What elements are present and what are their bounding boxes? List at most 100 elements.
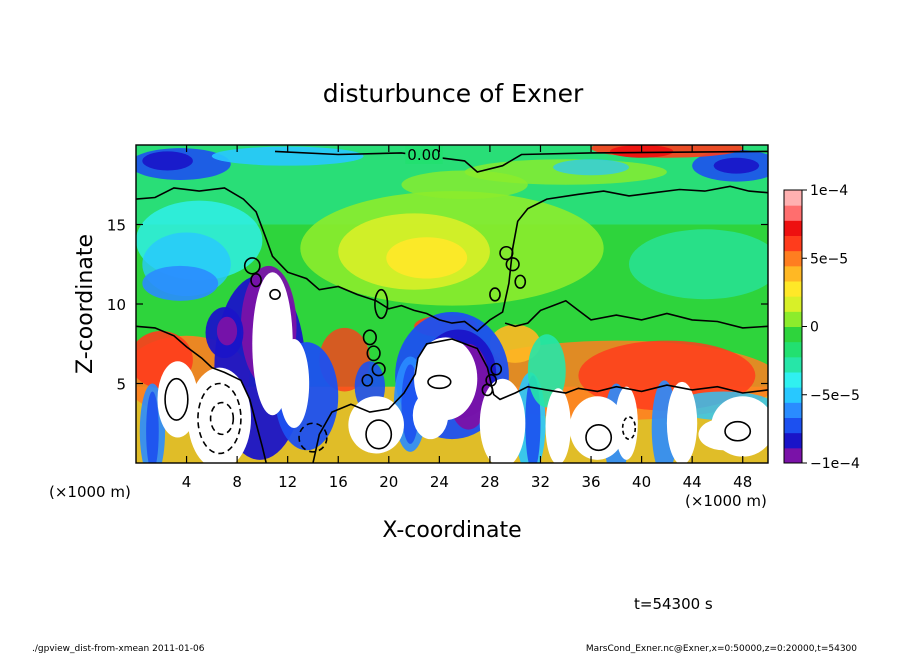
x-tick-label: 16 — [329, 473, 348, 491]
field-structures — [136, 145, 768, 463]
x-tick-label: 20 — [379, 473, 398, 491]
colorbar-segment — [784, 341, 802, 358]
colorbar-tick-label: 5e−5 — [810, 251, 848, 267]
colorbar-ticks: 1e−4 5e−5 0 −5e−5 −1e−4 — [802, 183, 860, 472]
field-patch — [187, 367, 252, 463]
colorbar-tick-label: −5e−5 — [810, 388, 860, 404]
contour-label: 0.00 — [407, 146, 440, 164]
field-patch — [412, 391, 449, 440]
colorbar-segment — [784, 356, 802, 373]
x-tick-label: 4 — [182, 473, 192, 491]
x-unit-left: (×1000 m) — [49, 483, 131, 501]
zero-contour-loop — [374, 288, 389, 320]
zero-contour-line — [504, 299, 768, 329]
y-tick-label: 10 — [107, 296, 126, 314]
zero-contour-loop — [209, 401, 235, 436]
zero-contour-line — [312, 338, 768, 463]
x-tick-label: 28 — [480, 473, 499, 491]
zero-contour-loop — [499, 245, 514, 261]
colorbar-segment — [784, 311, 802, 327]
time-label: t=54300 s — [634, 595, 713, 613]
footer-left: ./gpview_dist-from-xmean 2011-01-06 — [32, 644, 205, 654]
field-patch — [386, 237, 468, 279]
field-patch — [713, 157, 760, 174]
zero-contour-line — [136, 185, 768, 333]
y-axis: 5 10 15 — [107, 217, 768, 394]
x-tick-label: 8 — [232, 473, 242, 491]
zero-contour-loop — [621, 416, 637, 440]
zero-contour-loop — [514, 274, 527, 289]
colorbar-segment — [784, 220, 802, 236]
field-patch — [211, 146, 364, 166]
zero-contour-loop — [505, 257, 520, 272]
x-axis: 4 8 12 16 20 24 28 32 36 40 44 48 — [182, 145, 752, 491]
field-patch — [569, 396, 626, 460]
colorbar-tick-label: −1e−4 — [810, 456, 860, 472]
x-tick-label: 12 — [278, 473, 297, 491]
zero-contour-loop — [427, 374, 452, 390]
x-tick-label: 24 — [430, 473, 449, 491]
field-patch — [146, 391, 159, 463]
colorbar-segment — [784, 265, 802, 282]
zero-contour-loop — [250, 272, 262, 288]
field-patch — [666, 381, 698, 463]
x-axis-label: X-coordinate — [382, 518, 521, 543]
zero-contour-loop — [585, 424, 613, 452]
zero-contour-loop — [371, 362, 386, 377]
x-tick-label: 44 — [683, 473, 702, 491]
colorbar-segment — [784, 281, 802, 297]
y-tick-label: 5 — [116, 376, 126, 394]
colorbar-segment — [784, 447, 802, 464]
zero-contour-line — [136, 325, 267, 463]
field-patch — [278, 338, 310, 429]
field-patch — [698, 418, 750, 451]
zero-contour-loop — [481, 383, 494, 397]
x-tick-label: 48 — [733, 473, 752, 491]
field-patch — [615, 386, 638, 460]
x-unit-right: (×1000 m) — [685, 492, 767, 510]
zero-contour-loop — [361, 373, 374, 387]
y-tick-label: 15 — [107, 217, 126, 235]
colorbar-segment — [784, 372, 802, 388]
zero-contour-loop — [197, 382, 242, 455]
zero-contours — [136, 150, 768, 463]
colorbar — [784, 190, 802, 464]
zero-contour-loop — [164, 377, 189, 421]
field-patch — [142, 151, 193, 171]
colorbar-tick-label: 0 — [810, 320, 819, 336]
zero-contour-loop — [298, 422, 328, 453]
colorbar-segment — [784, 402, 802, 418]
field-patch — [216, 316, 238, 346]
colorbar-segment — [784, 432, 802, 449]
y-axis-label: Z-coordinate — [73, 234, 98, 374]
field-patch — [545, 388, 571, 463]
colorbar-segment — [784, 205, 802, 221]
colorbar-segment — [784, 235, 802, 252]
colorbar-segment — [784, 250, 802, 267]
field-patch — [628, 229, 768, 300]
field-patch — [348, 396, 404, 454]
x-tick-label: 40 — [632, 473, 651, 491]
x-tick-label: 32 — [531, 473, 550, 491]
colorbar-tick-label: 1e−4 — [810, 183, 848, 199]
zero-contour-line — [274, 150, 768, 173]
colorbar-segment — [784, 296, 802, 312]
contour-label-background — [405, 146, 443, 164]
colorbar-segment — [784, 190, 802, 206]
zero-contour-loop — [269, 288, 281, 301]
footer-right: MarsCond_Exner.nc@Exner,x=0:50000,z=0:20… — [586, 644, 857, 654]
zero-contour-loop — [724, 420, 752, 442]
colorbar-segment — [784, 387, 802, 403]
colorbar-segment — [784, 417, 802, 434]
zero-contour-loop — [243, 257, 261, 275]
chart-title: disturbunce of Exner — [323, 79, 584, 108]
zero-contour-loop — [490, 362, 503, 376]
field-patch — [401, 170, 528, 200]
heatmap-field — [136, 145, 768, 463]
zero-contour-loop — [365, 419, 393, 450]
zero-contour-loop — [366, 345, 381, 362]
zero-contour-loop — [362, 329, 377, 346]
field-patch — [142, 265, 219, 301]
field-patch — [479, 378, 526, 463]
